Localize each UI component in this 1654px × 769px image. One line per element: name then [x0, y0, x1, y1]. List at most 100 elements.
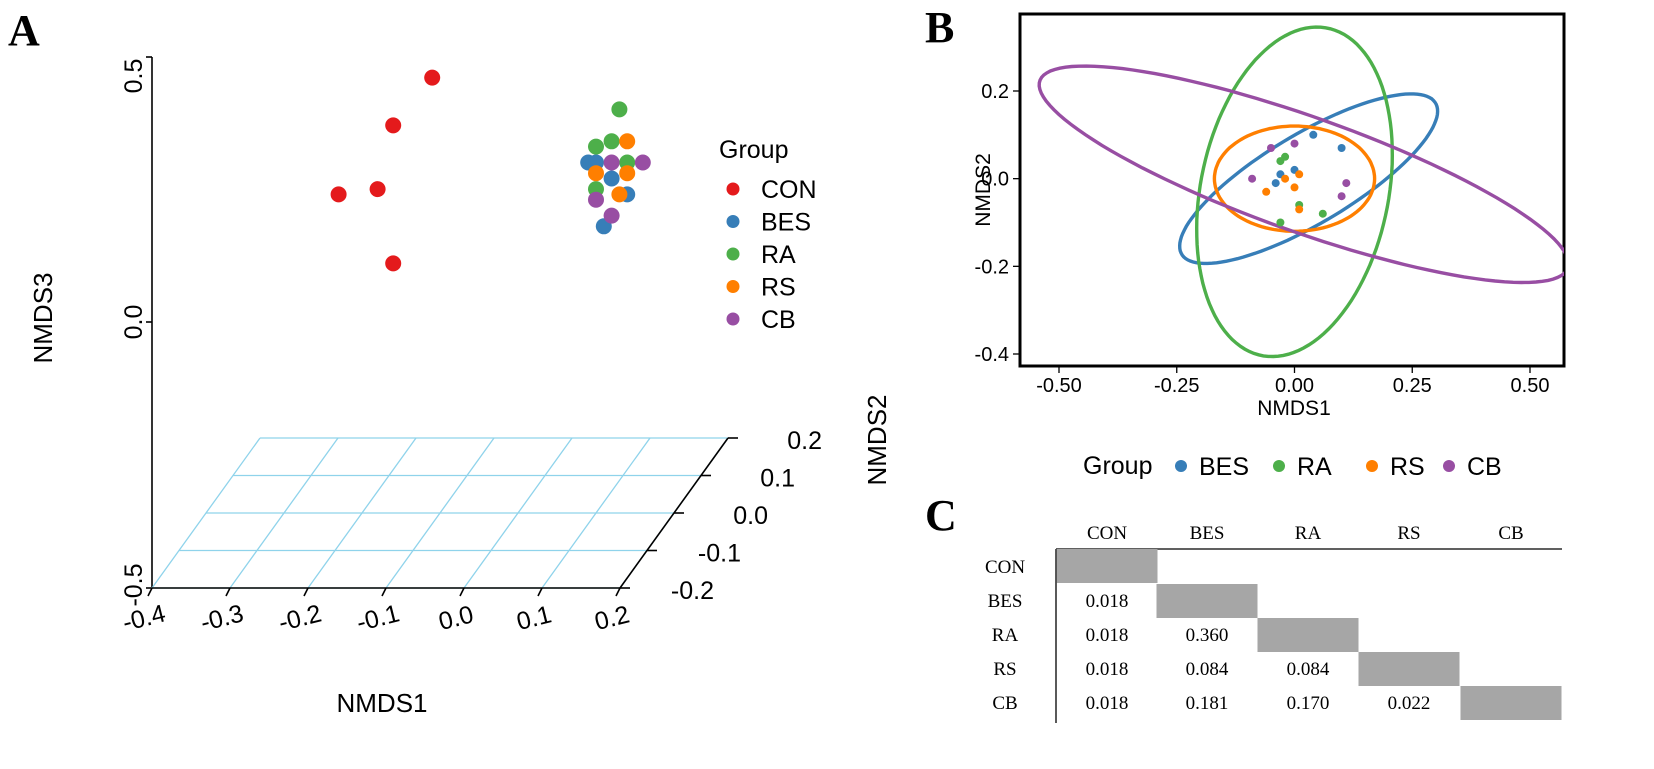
- x-tick-label-b: 0.25: [1393, 375, 1432, 397]
- legend-item-cb: CB: [726, 306, 796, 334]
- legend-swatch: [1175, 460, 1187, 472]
- table-row-header: CB: [992, 693, 1017, 714]
- legend-item-ra: RA: [726, 241, 796, 269]
- legend-item-bes: BES: [726, 209, 811, 237]
- legend-label: BES: [1199, 453, 1249, 481]
- x-axis-title-b: NMDS1: [1257, 397, 1331, 420]
- table-cell: 0.018: [1086, 625, 1129, 646]
- legend-item-ra: RA: [1273, 453, 1332, 481]
- x-tick-label-b: -0.50: [1036, 375, 1082, 397]
- table-row-header: BES: [988, 591, 1023, 612]
- point-ra: [588, 138, 604, 155]
- legend-item-bes: BES: [1175, 453, 1249, 481]
- ellipse-bes: [1177, 92, 1440, 266]
- point-con: [369, 181, 386, 198]
- point-ra: [1276, 157, 1285, 166]
- table-cell: 0.022: [1388, 693, 1431, 714]
- nmds3-axis-title: NMDS3: [28, 272, 58, 363]
- legend-label: RA: [761, 241, 796, 269]
- point-rs: [619, 165, 636, 182]
- table-cell: 0.084: [1186, 659, 1229, 680]
- table-cell: 0.360: [1186, 625, 1229, 646]
- point-ra: [603, 133, 620, 150]
- legend-item-rs: RS: [726, 274, 796, 302]
- point-rs: [1262, 187, 1271, 196]
- legend-swatch: [1443, 460, 1455, 472]
- panel-label-c: C: [925, 491, 957, 540]
- legend-label: BES: [761, 209, 811, 237]
- point-con: [330, 186, 347, 203]
- panel-a-3d-scatter: A 0.5 0.0 -0.5 NMDS3 -0.4 -0.3 -0.2 -0.1 0.0…: [8, 6, 892, 718]
- legend-label: CON: [761, 176, 817, 204]
- legend-swatch: [726, 182, 740, 196]
- floor-grid: [151, 437, 729, 589]
- point-bes: [1309, 130, 1318, 139]
- nmds1-axis-title: NMDS1: [336, 688, 427, 718]
- point-rs: [619, 133, 636, 150]
- table-diagonal-cell: [1358, 652, 1460, 686]
- nmds1-tick-mark: [381, 587, 387, 597]
- legend-item-con: CON: [726, 176, 817, 204]
- legend-swatch: [726, 215, 740, 228]
- legend-label: RS: [761, 274, 796, 302]
- nmds1-tick-label: -0.3: [198, 599, 247, 637]
- point-rs: [1290, 183, 1299, 192]
- nmds1-tick-label: 0.0: [436, 600, 477, 636]
- point-bes: [1271, 179, 1280, 188]
- legend-swatch: [1273, 460, 1285, 472]
- table-row-header: RS: [993, 659, 1016, 680]
- nmds2-tick-label: -0.2: [671, 577, 714, 605]
- table-cell: 0.018: [1086, 659, 1129, 680]
- points-a: [330, 69, 651, 272]
- x-ticks-b: -0.50 -0.25 0.00 0.25 0.50: [1036, 367, 1549, 397]
- legend-label: CB: [1467, 453, 1502, 481]
- point-bes: [603, 170, 620, 187]
- ellipse-cb: [1037, 64, 1564, 285]
- legend-item-rs: RS: [1366, 453, 1425, 481]
- point-cb: [1248, 174, 1257, 183]
- point-ra: [611, 101, 628, 118]
- nmds1-tick-mark: [615, 587, 621, 597]
- y-ticks-b: -0.4 -0.2 0.0 0.2: [975, 81, 1019, 366]
- panel-label-b: B: [925, 3, 954, 52]
- nmds2-tick-label: 0.2: [787, 427, 822, 455]
- y-tick-label-b: 0.2: [981, 81, 1009, 103]
- nmds2-tick-label: 0.0: [733, 502, 768, 530]
- table-column-header: CB: [1498, 523, 1523, 544]
- table-diagonal-cell: [1056, 549, 1158, 583]
- nmds1-tick-mark: [459, 587, 465, 597]
- point-rs: [588, 165, 604, 182]
- nmds1-tick-label: -0.2: [276, 599, 325, 637]
- nmds2-ticks: -0.2 -0.1 0.0 0.1 0.2: [620, 427, 822, 605]
- y-axis-title-b: NMDS2: [972, 153, 995, 227]
- point-cb: [1267, 144, 1275, 152]
- point-rs: [1295, 205, 1304, 214]
- panel-label-a: A: [8, 6, 40, 55]
- nmds1-tick-label: 0.1: [514, 600, 555, 636]
- point-ra: [1276, 218, 1285, 227]
- legend-swatch: [1366, 460, 1378, 472]
- legend-label: RS: [1390, 453, 1425, 481]
- x-tick-label-b: -0.25: [1154, 375, 1200, 397]
- nmds1-ticks: -0.4 -0.3 -0.2 -0.1 0.0 0.1 0.2: [120, 587, 633, 637]
- legend-title-b: Group: [1083, 452, 1152, 480]
- panel-c-table: C CON BES RA RS CB CON BES 0.018 RA 0.018 0.360 RS 0…: [925, 491, 1562, 723]
- nmds1-tick-label: 0.2: [592, 600, 633, 636]
- table-cell: 0.181: [1186, 693, 1229, 714]
- point-cb: [1290, 139, 1299, 148]
- legend-b: Group BES RA RS CB: [1083, 452, 1502, 481]
- nmds2-tick-label: -0.1: [698, 540, 741, 568]
- nmds2-axis-title: NMDS2: [862, 394, 892, 485]
- point-rs: [611, 186, 628, 203]
- pvalue-table: CON BES RA RS CB CON BES 0.018 RA 0.018 0.360 RS 0.0…: [985, 523, 1562, 720]
- y-tick-label-b: -0.2: [975, 256, 1009, 278]
- nmds2-tick-label: 0.1: [760, 465, 795, 493]
- table-diagonal-cell: [1156, 584, 1258, 618]
- panel-b-ellipse-scatter: B -0.50 -0.25 0.00 0.25 0.50 -0.4-0.20.00.2 …: [925, 3, 1566, 481]
- point-con: [424, 69, 441, 86]
- nmds3-tick-label: -0.5: [120, 563, 148, 606]
- point-ra: [1318, 209, 1327, 218]
- point-cb: [1342, 179, 1351, 188]
- table-column-header: RS: [1397, 523, 1420, 544]
